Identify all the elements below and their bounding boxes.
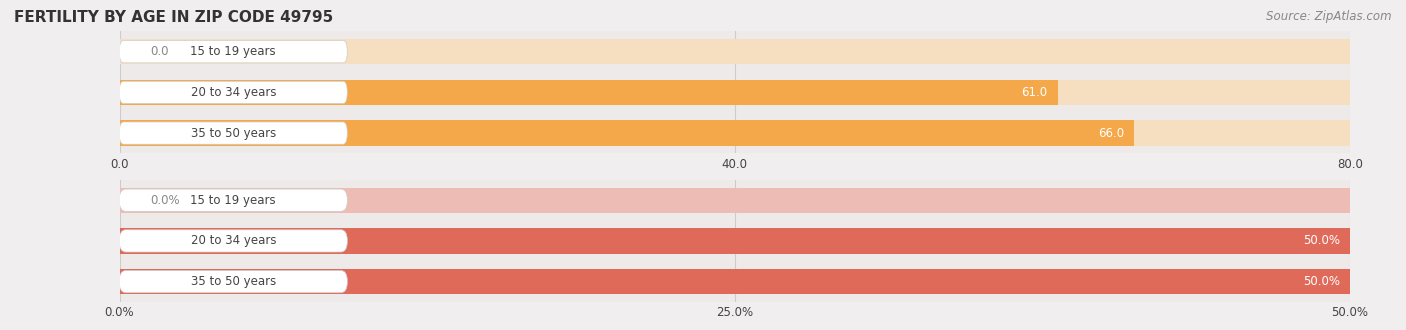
FancyBboxPatch shape bbox=[120, 122, 347, 144]
Text: 0.0: 0.0 bbox=[150, 45, 169, 58]
Text: 50.0%: 50.0% bbox=[1303, 234, 1340, 248]
FancyBboxPatch shape bbox=[120, 81, 347, 104]
Text: 66.0: 66.0 bbox=[1098, 127, 1125, 140]
Bar bbox=[120, 269, 1350, 294]
Text: 15 to 19 years: 15 to 19 years bbox=[190, 194, 276, 207]
Text: 35 to 50 years: 35 to 50 years bbox=[191, 275, 276, 288]
FancyBboxPatch shape bbox=[120, 41, 347, 63]
Bar bbox=[120, 39, 1350, 64]
Text: 20 to 34 years: 20 to 34 years bbox=[191, 86, 276, 99]
Bar bbox=[120, 187, 1350, 213]
FancyBboxPatch shape bbox=[120, 271, 347, 293]
Text: FERTILITY BY AGE IN ZIP CODE 49795: FERTILITY BY AGE IN ZIP CODE 49795 bbox=[14, 10, 333, 25]
Bar bbox=[120, 120, 1135, 146]
Bar bbox=[120, 80, 1350, 105]
FancyBboxPatch shape bbox=[120, 230, 347, 252]
Text: 20 to 34 years: 20 to 34 years bbox=[191, 234, 276, 248]
Text: Source: ZipAtlas.com: Source: ZipAtlas.com bbox=[1267, 10, 1392, 23]
FancyBboxPatch shape bbox=[120, 189, 347, 211]
Text: 61.0: 61.0 bbox=[1022, 86, 1047, 99]
Bar bbox=[120, 228, 1350, 253]
Bar bbox=[120, 228, 1350, 253]
Text: 15 to 19 years: 15 to 19 years bbox=[190, 45, 276, 58]
Text: 50.0%: 50.0% bbox=[1303, 275, 1340, 288]
Bar bbox=[120, 120, 1350, 146]
Bar bbox=[120, 80, 1057, 105]
Bar bbox=[120, 269, 1350, 294]
Text: 35 to 50 years: 35 to 50 years bbox=[191, 127, 276, 140]
Text: 0.0%: 0.0% bbox=[150, 194, 180, 207]
